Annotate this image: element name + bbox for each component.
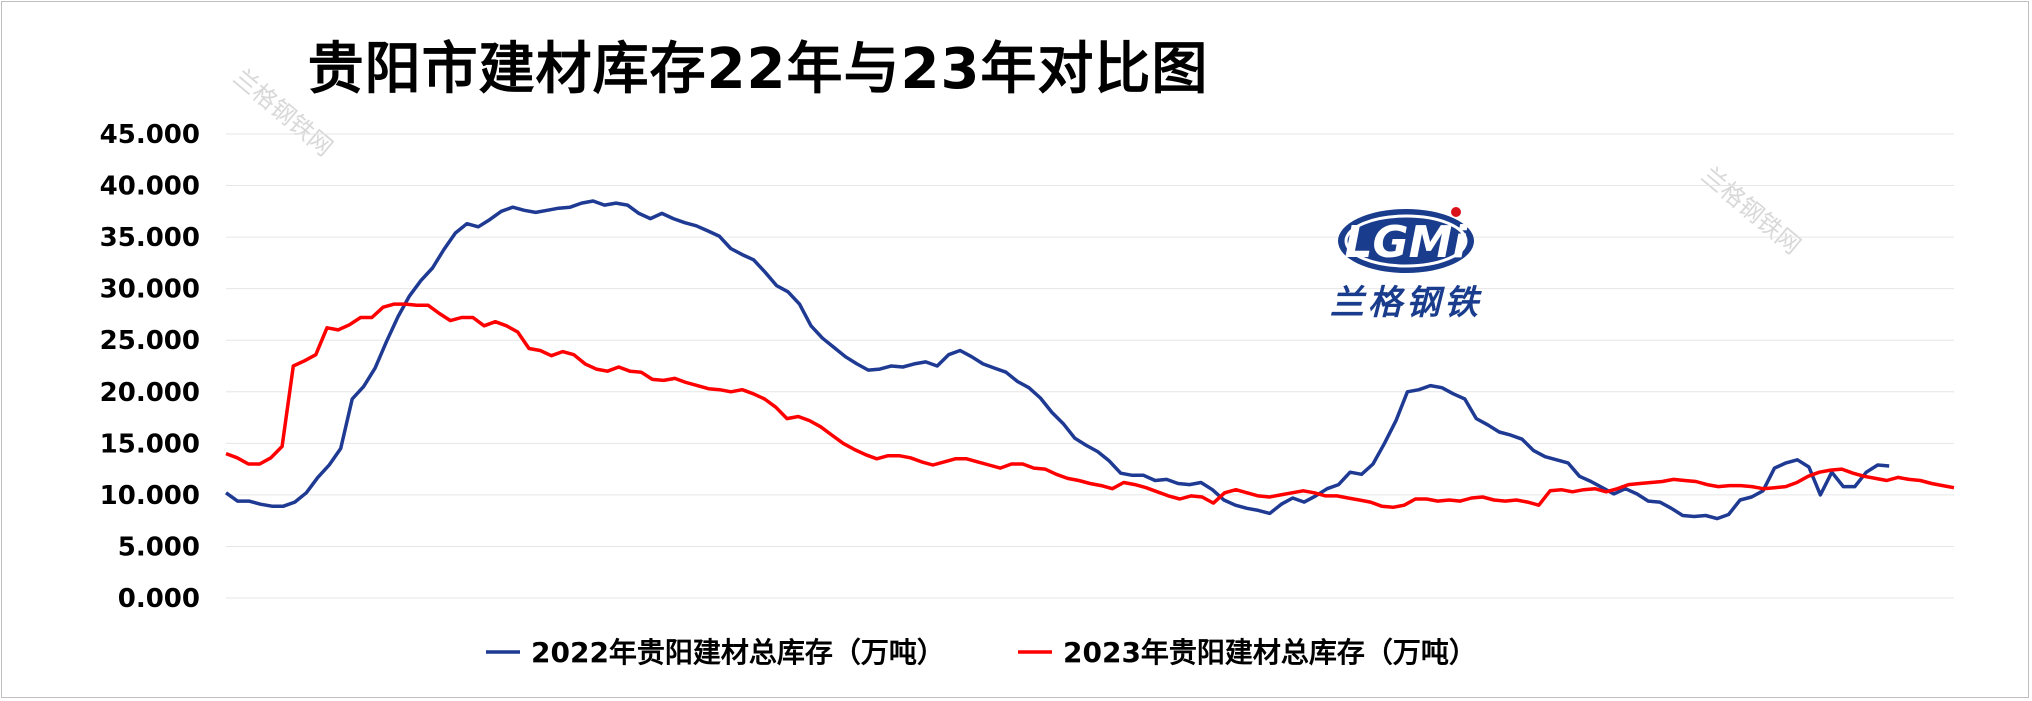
legend: 2022年贵阳建材总库存（万吨） 2023年贵阳建材总库存（万吨） (486, 636, 1477, 669)
y-tick-label: 10.000 (100, 481, 200, 511)
y-tick-label: 5.000 (118, 532, 200, 562)
lgmi-logo: LGMi 兰格钢铁 (1330, 207, 1482, 323)
y-tick-label: 40.000 (100, 172, 200, 202)
y-tick-label: 45.000 (100, 120, 200, 150)
logo-mark: LGMi (1344, 217, 1468, 268)
logo-ellipse (1338, 209, 1474, 273)
y-tick-label: 15.000 (100, 429, 200, 459)
logo-ellipse-ring (1344, 214, 1468, 268)
y-tick-label: 35.000 (100, 223, 200, 253)
series-line-2023 (225, 302, 1955, 510)
legend-label-2023: 2023年贵阳建材总库存（万吨） (1063, 636, 1477, 669)
series-line-2022 (224, 199, 1890, 521)
y-tick-label: 30.000 (100, 275, 200, 305)
series-lines (224, 199, 1955, 521)
logo-dot (1451, 207, 1461, 217)
watermark-text: 兰格钢铁网 (228, 63, 338, 162)
watermark-layer: 兰格钢铁网 兰格钢铁网 (228, 63, 1806, 260)
y-tick-label: 20.000 (100, 378, 200, 408)
watermark-text: 兰格钢铁网 (1696, 161, 1806, 260)
y-tick-label: 0.000 (118, 584, 200, 614)
legend-label-2022: 2022年贵阳建材总库存（万吨） (531, 636, 945, 669)
y-axis-ticks: 45.000 40.000 35.000 30.000 25.000 20.000 15.0… (100, 120, 200, 614)
chart-title: 贵阳市建材库存22年与23年对比图 (307, 37, 1209, 102)
gridlines (226, 133, 1954, 599)
y-tick-label: 25.000 (100, 326, 200, 356)
logo-name: 兰格钢铁 (1330, 283, 1482, 323)
